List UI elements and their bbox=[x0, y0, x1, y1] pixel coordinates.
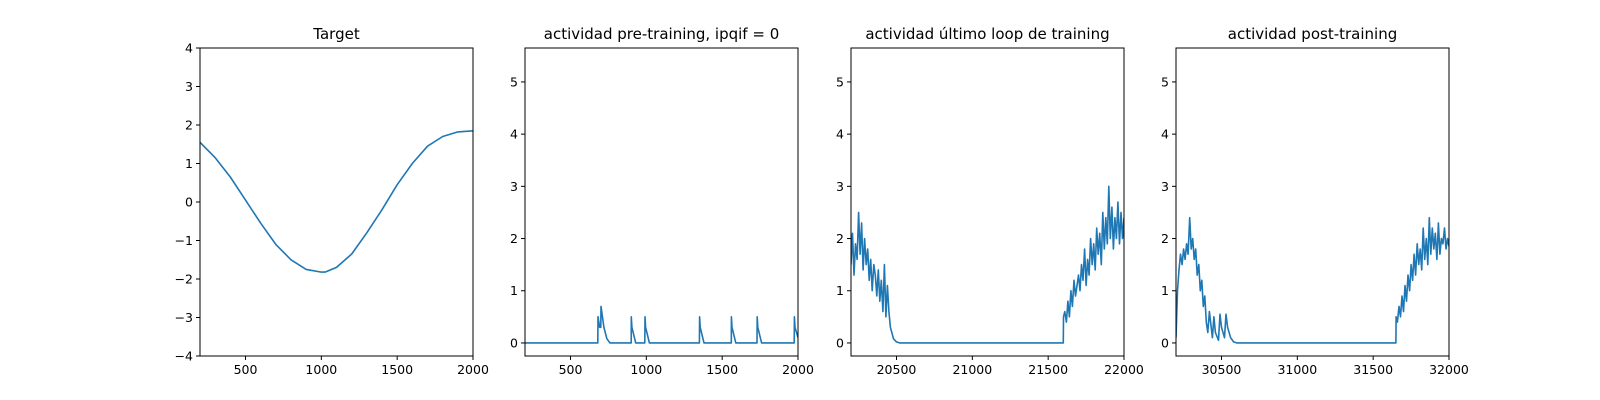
x-tick-label: 30500 bbox=[1202, 362, 1242, 377]
y-tick-label: 2 bbox=[836, 231, 844, 246]
x-tick-label: 31500 bbox=[1353, 362, 1393, 377]
subplot-title: actividad pre-training, ipqif = 0 bbox=[544, 25, 780, 43]
x-tick-label: 2000 bbox=[782, 362, 814, 377]
y-tick-label: −2 bbox=[175, 272, 193, 287]
y-tick-label: 0 bbox=[836, 335, 844, 350]
y-tick-label: 1 bbox=[836, 283, 844, 298]
x-tick-label: 1000 bbox=[630, 362, 662, 377]
y-tick-label: 0 bbox=[185, 195, 193, 210]
x-tick-label: 21000 bbox=[952, 362, 992, 377]
y-tick-label: 3 bbox=[836, 179, 844, 194]
series-line-1 bbox=[525, 305, 798, 344]
subplot-1: Target 500 1000 1500 2000 −4 −3 −2 −1 0 1 2 3 4 bbox=[175, 25, 489, 377]
subplot-title: Target bbox=[312, 25, 360, 43]
y-tick-label: 3 bbox=[1161, 179, 1169, 194]
series-line-1 bbox=[200, 130, 473, 273]
y-tick-label: 5 bbox=[510, 74, 518, 89]
y-tick-label: 5 bbox=[1161, 74, 1169, 89]
x-tick-label: 20500 bbox=[877, 362, 917, 377]
x-tick-label: 31000 bbox=[1277, 362, 1317, 377]
x-tick-label: 2000 bbox=[457, 362, 489, 377]
y-tick-label: 2 bbox=[1161, 231, 1169, 246]
y-tick-label: 4 bbox=[1161, 127, 1169, 142]
y-tick-label: 3 bbox=[510, 179, 518, 194]
axes-frame bbox=[199, 47, 474, 357]
y-tick-label: 0 bbox=[510, 335, 518, 350]
y-tick-label: 4 bbox=[510, 127, 518, 142]
y-tick-label: 2 bbox=[510, 231, 518, 246]
y-tick-label: 2 bbox=[185, 118, 193, 133]
y-tick-label: 0 bbox=[1161, 335, 1169, 350]
axes-frame bbox=[524, 47, 799, 357]
x-tick-label: 22000 bbox=[1104, 362, 1144, 377]
x-tick-label: 500 bbox=[234, 362, 258, 377]
axes-frame bbox=[850, 47, 1125, 357]
x-tick-label: 1000 bbox=[305, 362, 337, 377]
series-line-1 bbox=[1176, 216, 1449, 344]
x-tick-label: 1500 bbox=[706, 362, 738, 377]
y-tick-label: 3 bbox=[185, 79, 193, 94]
x-tick-label: 21500 bbox=[1028, 362, 1068, 377]
x-tick-label: 32000 bbox=[1429, 362, 1469, 377]
subplot-2: actividad pre-training, ipqif = 0 500 1000… bbox=[510, 25, 814, 377]
y-tick-label: 4 bbox=[836, 127, 844, 142]
y-tick-label: 1 bbox=[510, 283, 518, 298]
subplot-title: actividad post-training bbox=[1228, 25, 1397, 43]
y-tick-label: 4 bbox=[185, 41, 193, 56]
subplot-title: actividad último loop de training bbox=[865, 25, 1109, 43]
y-tick-label: −1 bbox=[175, 233, 193, 248]
x-tick-label: 1500 bbox=[381, 362, 413, 377]
y-tick-label: −3 bbox=[175, 310, 193, 325]
series-line-1 bbox=[851, 185, 1124, 344]
y-tick-label: 5 bbox=[836, 74, 844, 89]
y-tick-label: −4 bbox=[175, 349, 193, 364]
y-tick-label: 1 bbox=[185, 156, 193, 171]
axes-frame bbox=[1175, 47, 1450, 357]
y-tick-label: 1 bbox=[1161, 283, 1169, 298]
x-tick-label: 500 bbox=[559, 362, 583, 377]
